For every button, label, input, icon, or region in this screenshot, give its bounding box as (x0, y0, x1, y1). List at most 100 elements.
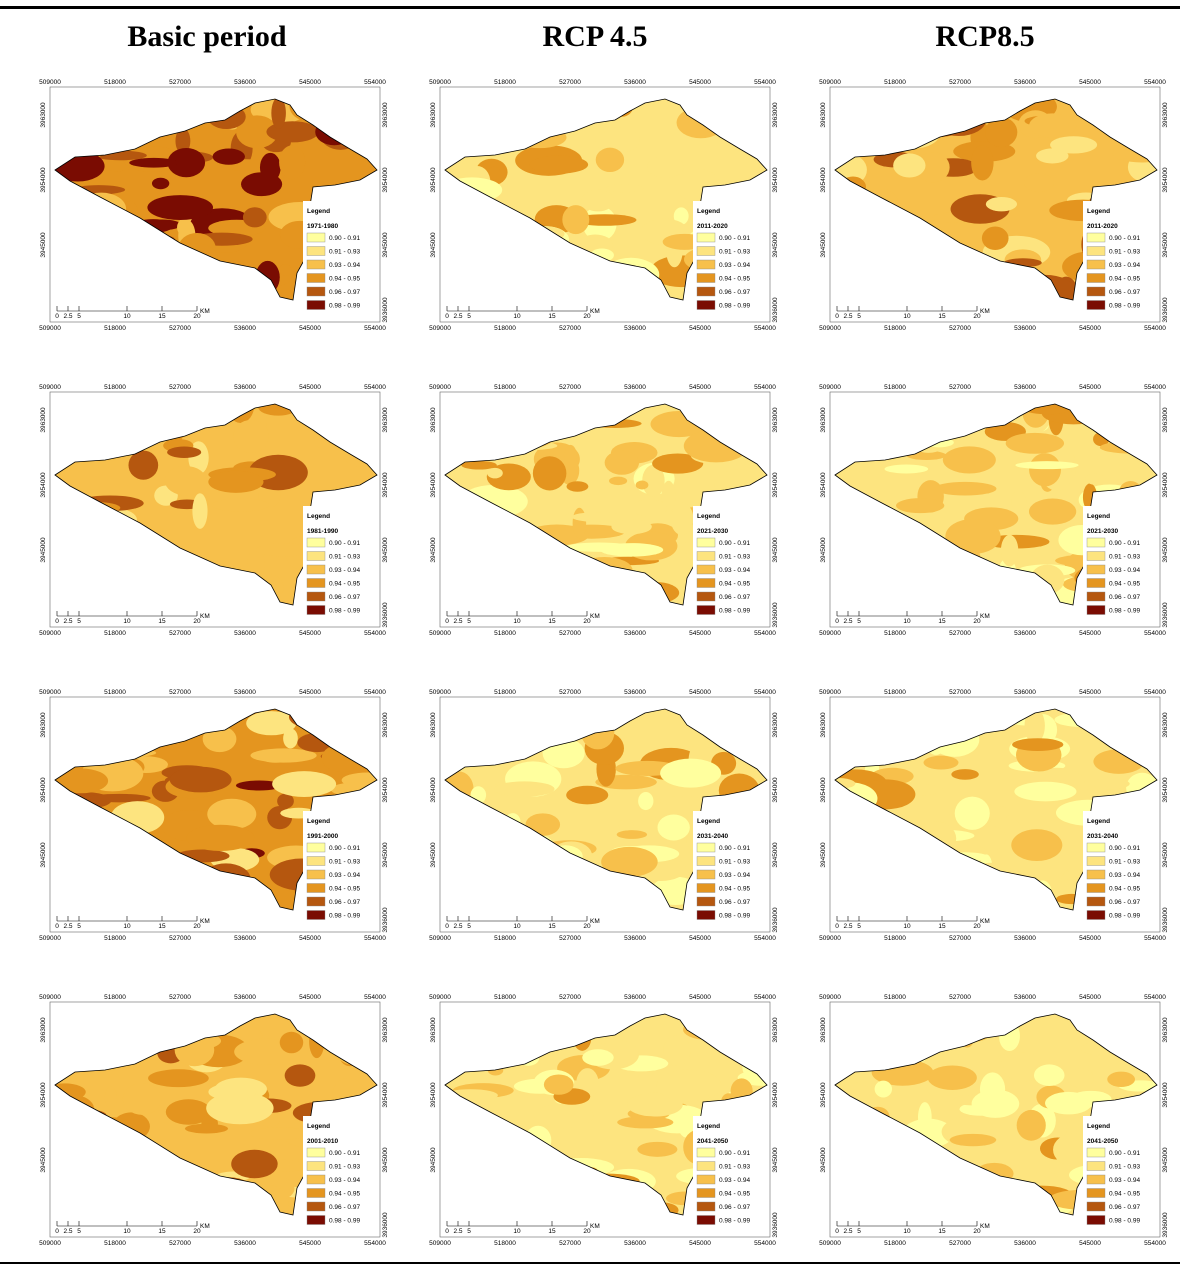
zone (1018, 396, 1076, 414)
x-coord-label: 518000 (884, 935, 906, 942)
zone (1085, 474, 1106, 485)
zone (931, 892, 948, 917)
y-coord-label: 3954000 (1162, 167, 1169, 193)
zone (567, 481, 589, 491)
zone (524, 113, 564, 138)
legend-label: 0.96 - 0.97 (1109, 1204, 1140, 1211)
zone (39, 744, 101, 756)
legend-label: 0.96 - 0.97 (329, 899, 360, 906)
zone (344, 442, 377, 467)
x-coord-label: 527000 (169, 630, 191, 637)
zone (995, 276, 1052, 298)
zone (896, 498, 944, 513)
zone (95, 1156, 147, 1169)
legend-swatch (697, 1216, 715, 1225)
zone (671, 503, 694, 535)
legend-label: 0.91 - 0.93 (719, 249, 750, 256)
legend-swatch (1087, 1189, 1105, 1198)
x-coord-label: 536000 (234, 384, 256, 391)
zone (1012, 738, 1063, 751)
zone (852, 867, 909, 881)
zone (241, 172, 282, 196)
zone (852, 568, 885, 588)
legend-label: 0.90 - 0.91 (329, 235, 360, 242)
x-coord-label: 518000 (494, 384, 516, 391)
zone (952, 1009, 974, 1023)
zone (455, 727, 513, 756)
y-coord-label: 3963000 (382, 712, 389, 738)
zone (456, 808, 493, 843)
x-coord-label: 545000 (689, 79, 711, 86)
legend-swatch (697, 884, 715, 893)
x-coord-label: 527000 (949, 79, 971, 86)
x-coord-label: 509000 (429, 79, 451, 86)
legend-label: 0.96 - 0.97 (719, 594, 750, 601)
zone (601, 847, 658, 877)
zone (971, 145, 993, 181)
zone (582, 1167, 603, 1202)
zone (550, 841, 592, 869)
zone (609, 477, 627, 485)
y-coord-label: 3963000 (382, 1017, 389, 1043)
zone (565, 1011, 598, 1040)
zone (494, 781, 554, 796)
zone (683, 1019, 730, 1039)
zone (578, 1203, 624, 1212)
legend-swatch (1087, 1175, 1105, 1184)
y-coord-label: 3945000 (430, 537, 437, 563)
x-coord-label: 554000 (364, 384, 386, 391)
top-rule (0, 6, 1180, 9)
scale-unit: KM (200, 308, 210, 315)
legend-label: 0.98 - 0.99 (1109, 608, 1140, 615)
zone (486, 873, 530, 885)
legend-label: 0.91 - 0.93 (1109, 859, 1140, 866)
x-coord-label: 554000 (1144, 384, 1166, 391)
legend-swatch (307, 1202, 325, 1211)
zone (152, 178, 169, 189)
zone (507, 833, 555, 862)
legend-swatch (697, 287, 715, 296)
y-coord-label: 3963000 (430, 1017, 437, 1043)
legend-swatch (1087, 1202, 1105, 1211)
x-coord-label: 545000 (1079, 630, 1101, 637)
x-coord-label: 518000 (104, 994, 126, 1001)
zone (636, 481, 649, 490)
zone (828, 1189, 878, 1200)
zone (212, 498, 269, 511)
zone (1054, 713, 1109, 727)
legend-label: 0.96 - 0.97 (719, 1204, 750, 1211)
zone (596, 266, 654, 298)
scale-label: 10 (903, 923, 911, 930)
zone (901, 233, 937, 248)
scale-label: 15 (158, 313, 166, 320)
scale-label: 0 (55, 313, 59, 320)
scale-unit: KM (590, 918, 600, 925)
zone (250, 1127, 310, 1139)
zone (1029, 113, 1076, 137)
legend-swatch (307, 579, 325, 588)
x-coord-label: 509000 (39, 384, 61, 391)
zone (897, 258, 918, 293)
zone (473, 235, 485, 270)
y-coord-label: 3963000 (382, 407, 389, 433)
legend-swatch (697, 260, 715, 269)
zone (513, 127, 567, 148)
x-coord-label: 527000 (169, 1240, 191, 1247)
zone (166, 408, 185, 443)
zone (176, 397, 208, 420)
x-coord-label: 518000 (494, 1240, 516, 1247)
legend-title: Legend (697, 208, 720, 215)
zone (107, 842, 174, 865)
zone (435, 873, 482, 891)
y-coord-label: 3954000 (820, 777, 827, 803)
scale-label: 15 (158, 923, 166, 930)
y-coord-label: 3945000 (382, 232, 389, 258)
zone (918, 1102, 932, 1132)
zone (1033, 880, 1052, 907)
x-coord-label: 536000 (624, 79, 646, 86)
zone (47, 432, 113, 461)
zone (165, 708, 225, 732)
legend-label: 0.93 - 0.94 (1109, 567, 1140, 574)
x-coord-label: 545000 (689, 630, 711, 637)
zone (589, 577, 645, 586)
